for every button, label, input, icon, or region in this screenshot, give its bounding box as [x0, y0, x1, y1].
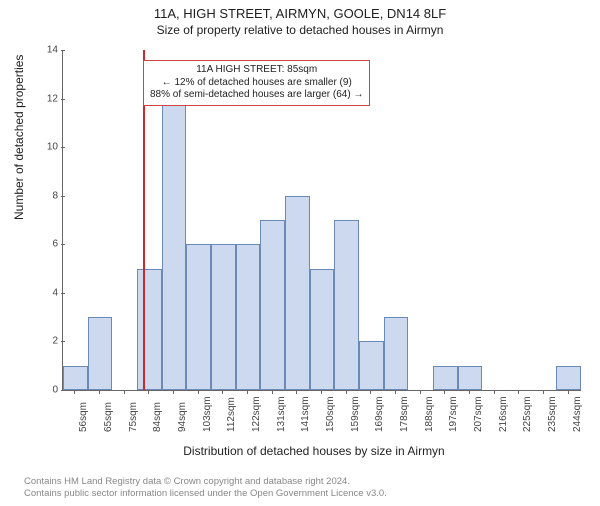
- x-tick-label: 84sqm: [152, 402, 163, 432]
- histogram-bar: [260, 220, 285, 390]
- x-tick-mark: [518, 390, 519, 394]
- x-tick-mark: [420, 390, 421, 394]
- x-tick-mark: [148, 390, 149, 394]
- histogram-bar: [186, 244, 211, 390]
- footer-attribution: Contains HM Land Registry data © Crown c…: [24, 476, 387, 500]
- x-tick-label: 178sqm: [399, 396, 410, 432]
- x-tick-label: 112sqm: [226, 397, 237, 432]
- x-tick-label: 131sqm: [276, 396, 287, 432]
- annotation-line-1: 11A HIGH STREET: 85sqm: [150, 64, 363, 77]
- y-tick-label: 6: [36, 239, 58, 250]
- x-tick-mark: [99, 390, 100, 394]
- annotation-line-2: ← 12% of detached houses are smaller (9): [150, 77, 363, 90]
- y-tick-mark: [61, 244, 65, 245]
- chart-container: Number of detached properties 11A HIGH S…: [48, 50, 580, 420]
- title-line-2: Size of property relative to detached ho…: [0, 23, 600, 37]
- x-tick-label: 103sqm: [202, 396, 213, 432]
- x-tick-mark: [247, 390, 248, 394]
- x-tick-mark: [543, 390, 544, 394]
- x-tick-mark: [272, 390, 273, 394]
- x-axis-label: Distribution of detached houses by size …: [48, 444, 580, 458]
- x-tick-label: 207sqm: [473, 396, 484, 432]
- footer-line-2: Contains public sector information licen…: [24, 488, 387, 500]
- x-tick-label: 141sqm: [300, 396, 311, 432]
- y-tick-label: 10: [36, 142, 58, 153]
- y-tick-mark: [61, 147, 65, 148]
- y-tick-label: 14: [36, 45, 58, 56]
- y-tick-mark: [61, 390, 65, 391]
- x-tick-label: 122sqm: [251, 396, 262, 432]
- x-tick-label: 159sqm: [350, 396, 361, 432]
- x-tick-mark: [346, 390, 347, 394]
- footer-line-1: Contains HM Land Registry data © Crown c…: [24, 476, 387, 488]
- x-tick-label: 216sqm: [498, 396, 509, 432]
- annotation-box: 11A HIGH STREET: 85sqm ← 12% of detached…: [143, 60, 370, 106]
- y-tick-label: 2: [36, 336, 58, 347]
- histogram-bar: [334, 220, 359, 390]
- histogram-bar: [88, 317, 113, 390]
- y-tick-label: 4: [36, 287, 58, 298]
- x-tick-label: 197sqm: [448, 396, 459, 432]
- y-tick-mark: [61, 341, 65, 342]
- x-tick-mark: [444, 390, 445, 394]
- x-tick-label: 169sqm: [374, 396, 385, 432]
- x-tick-mark: [173, 390, 174, 394]
- x-tick-label: 65sqm: [103, 402, 114, 432]
- x-tick-mark: [370, 390, 371, 394]
- y-tick-mark: [61, 293, 65, 294]
- histogram-bar: [310, 269, 335, 390]
- x-tick-label: 94sqm: [177, 402, 188, 432]
- y-tick-mark: [61, 99, 65, 100]
- x-tick-mark: [74, 390, 75, 394]
- histogram-bar: [556, 366, 581, 390]
- x-tick-label: 244sqm: [572, 396, 583, 432]
- x-tick-label: 188sqm: [424, 396, 435, 432]
- histogram-bar: [433, 366, 458, 390]
- y-tick-mark: [61, 196, 65, 197]
- y-tick-mark: [61, 50, 65, 51]
- y-tick-label: 12: [36, 93, 58, 104]
- x-tick-label: 235sqm: [547, 396, 558, 432]
- histogram-bar: [211, 244, 236, 390]
- x-tick-label: 225sqm: [522, 396, 533, 432]
- plot-area: 11A HIGH STREET: 85sqm ← 12% of detached…: [62, 50, 581, 391]
- y-tick-label: 0: [36, 385, 58, 396]
- histogram-bar: [63, 366, 88, 390]
- histogram-bar: [162, 99, 187, 390]
- x-tick-mark: [124, 390, 125, 394]
- x-tick-mark: [321, 390, 322, 394]
- x-tick-mark: [469, 390, 470, 394]
- histogram-bar: [359, 341, 384, 390]
- title-line-1: 11A, HIGH STREET, AIRMYN, GOOLE, DN14 8L…: [0, 6, 600, 21]
- x-tick-mark: [395, 390, 396, 394]
- x-tick-mark: [568, 390, 569, 394]
- y-axis-label: Number of detached properties: [12, 55, 26, 220]
- x-tick-mark: [222, 390, 223, 394]
- histogram-bar: [384, 317, 409, 390]
- histogram-bar: [236, 244, 261, 390]
- histogram-bar: [458, 366, 483, 390]
- annotation-line-3: 88% of semi-detached houses are larger (…: [150, 89, 363, 102]
- x-tick-label: 56sqm: [78, 402, 89, 432]
- x-tick-label: 150sqm: [325, 396, 336, 432]
- histogram-bar: [137, 269, 162, 390]
- x-tick-mark: [296, 390, 297, 394]
- x-tick-mark: [494, 390, 495, 394]
- x-tick-mark: [198, 390, 199, 394]
- x-tick-label: 75sqm: [128, 402, 139, 432]
- y-tick-label: 8: [36, 190, 58, 201]
- histogram-bar: [285, 196, 310, 390]
